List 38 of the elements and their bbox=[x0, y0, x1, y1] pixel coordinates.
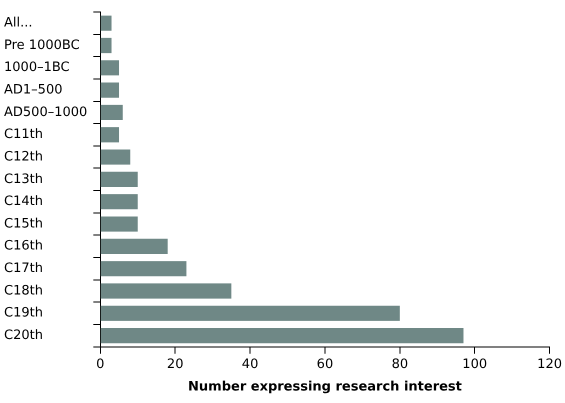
bar bbox=[100, 104, 123, 120]
x-tick-label: 100 bbox=[462, 356, 488, 372]
bar bbox=[100, 283, 232, 299]
bar bbox=[100, 82, 120, 98]
y-tick-label: C18th bbox=[4, 283, 43, 298]
x-tick-label: 80 bbox=[392, 356, 408, 372]
y-tick-label: 1000–1BC bbox=[4, 60, 70, 76]
bar bbox=[100, 216, 138, 232]
bar bbox=[100, 38, 112, 54]
x-tick-label: 120 bbox=[537, 356, 562, 372]
y-tick-label: C19th bbox=[4, 306, 43, 321]
y-tick-label: C20th bbox=[4, 328, 43, 344]
bar bbox=[100, 16, 112, 31]
bar bbox=[100, 60, 120, 76]
y-tick-label: C16th bbox=[4, 238, 43, 254]
x-axis-title: Number expressing research interest bbox=[188, 380, 462, 395]
y-tick-label: C13th bbox=[4, 172, 43, 187]
bar bbox=[100, 127, 120, 142]
x-tick-label: 0 bbox=[96, 356, 104, 372]
y-tick-label: C15th bbox=[4, 216, 43, 232]
y-tick-label: AD500–1000 bbox=[4, 104, 88, 120]
bar bbox=[100, 238, 168, 254]
x-tick-label: 40 bbox=[242, 356, 258, 372]
y-tick-label: Pre 1000BC bbox=[4, 38, 80, 53]
y-tick-label: C11th bbox=[4, 127, 43, 142]
bar bbox=[100, 194, 138, 210]
y-tick-label: C14th bbox=[4, 194, 43, 210]
y-tick-label: C12th bbox=[4, 149, 43, 164]
bar bbox=[100, 328, 464, 344]
y-tick-label: AD1–500 bbox=[4, 82, 62, 98]
y-tick-label: All... bbox=[4, 16, 33, 31]
bar bbox=[100, 149, 130, 165]
bar bbox=[100, 306, 400, 321]
bar bbox=[100, 172, 138, 187]
y-tick-label: C17th bbox=[4, 261, 43, 276]
bar bbox=[100, 261, 186, 276]
x-tick-label: 60 bbox=[316, 356, 334, 372]
x-tick-label: 20 bbox=[166, 356, 184, 372]
